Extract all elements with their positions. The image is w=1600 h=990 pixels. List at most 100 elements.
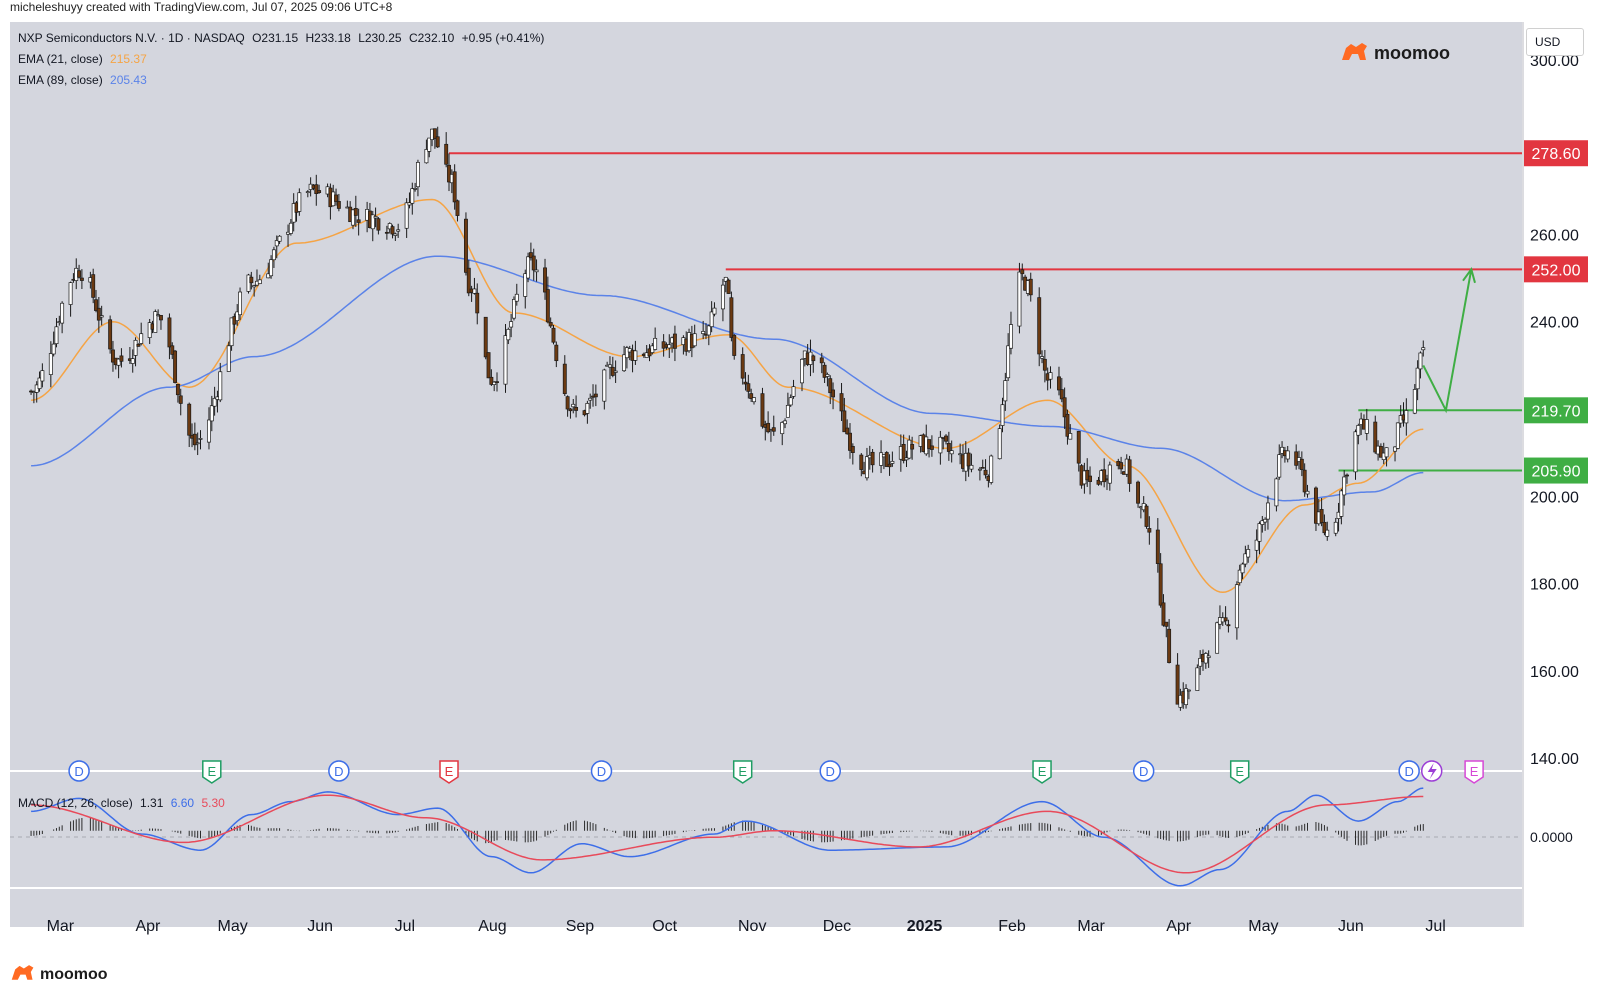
candle-body-88 xyxy=(373,216,378,219)
ema21-line xyxy=(31,198,1424,594)
candle-body-195 xyxy=(800,358,804,384)
earnings-marker-7 xyxy=(1032,760,1052,784)
candle-body-37 xyxy=(173,350,178,383)
candle-body-229 xyxy=(929,445,934,450)
candle-body-129 xyxy=(534,269,539,273)
candle-body-178 xyxy=(729,297,734,338)
candle-body-205 xyxy=(839,393,844,412)
candle-body-224 xyxy=(910,444,915,450)
dividend-marker-4 xyxy=(590,760,613,782)
candle-body-187 xyxy=(766,422,771,433)
time-tick-2: May xyxy=(218,918,248,935)
level-label-2: 252.00 xyxy=(1532,262,1581,279)
ema89-label: EMA (89, close) xyxy=(18,73,103,87)
candle-body-142 xyxy=(588,397,593,401)
candle-body-332 xyxy=(1339,490,1344,517)
candle-body-270 xyxy=(1096,479,1101,485)
time-tick-12: Mar xyxy=(1077,918,1105,935)
candle-body-16 xyxy=(91,274,96,298)
candle-body-323 xyxy=(1302,469,1307,493)
candle-body-268 xyxy=(1085,469,1090,481)
candle-body-18 xyxy=(96,307,101,321)
candle-body-322 xyxy=(1299,458,1304,470)
candle-body-310 xyxy=(1254,539,1259,551)
candle-body-313 xyxy=(1263,518,1268,523)
time-tick-4: Jul xyxy=(395,918,415,935)
candle-body-113 xyxy=(472,288,477,294)
candle-body-51 xyxy=(229,317,234,347)
candle-body-256 xyxy=(1040,356,1044,359)
candle-body-334 xyxy=(1345,474,1349,477)
candle-body-106 xyxy=(447,164,451,183)
price-tick-6: 140.00 xyxy=(1530,751,1579,768)
candle-body-327 xyxy=(1319,509,1324,523)
candle-body-141 xyxy=(585,403,590,414)
candle-body-59 xyxy=(257,279,262,285)
candle-body-212 xyxy=(865,456,869,479)
candle-body-46 xyxy=(209,405,214,422)
candle-body-234 xyxy=(949,450,954,455)
candle-body-9 xyxy=(60,302,65,324)
candle-body-244 xyxy=(989,455,994,483)
candle-body-294 xyxy=(1186,689,1191,692)
candle-body-40 xyxy=(187,403,192,436)
price-tick-1: 260.00 xyxy=(1530,227,1579,244)
candle-body-128 xyxy=(531,255,536,271)
candle-body-242 xyxy=(983,469,988,476)
level-label-4: 205.90 xyxy=(1532,464,1581,481)
earnings-marker-1 xyxy=(202,760,222,784)
currency-selector[interactable]: USD xyxy=(1526,28,1584,56)
price-tick-4: 180.00 xyxy=(1530,577,1579,594)
candle-body-238 xyxy=(966,452,971,467)
moomoo-bull-icon xyxy=(10,962,36,987)
earnings-marker-label-9: E xyxy=(1235,764,1244,779)
candle-body-24 xyxy=(119,355,124,362)
candle-body-103 xyxy=(432,128,437,139)
ema89-line xyxy=(31,255,1424,502)
candle-body-139 xyxy=(574,407,579,411)
candle-body-56 xyxy=(249,276,254,284)
candle-body-346 xyxy=(1395,422,1400,449)
candle-body-284 xyxy=(1147,528,1152,533)
candle-body-272 xyxy=(1102,469,1107,483)
author-credit: micheleshuyy created with TradingView.co… xyxy=(10,0,393,14)
candle-body-259 xyxy=(1048,372,1053,380)
dividend-marker-label-0: D xyxy=(74,764,83,779)
main-pane-background xyxy=(10,22,1522,770)
candle-body-349 xyxy=(1404,410,1409,424)
candle-body-90 xyxy=(384,231,389,234)
candle-body-194 xyxy=(791,386,796,397)
earnings-marker-11 xyxy=(1464,760,1484,784)
candle-body-335 xyxy=(1353,431,1358,473)
candle-body-13 xyxy=(77,270,82,278)
candle-body-39 xyxy=(178,395,183,404)
candle-body-23 xyxy=(116,358,121,366)
candle-body-44 xyxy=(198,438,203,440)
candle-body-324 xyxy=(1305,490,1310,495)
candle-body-101 xyxy=(427,137,432,152)
candle-body-189 xyxy=(771,427,776,432)
candle-body-201 xyxy=(822,364,827,378)
candle-body-95 xyxy=(404,202,409,229)
candle-body-118 xyxy=(492,381,497,385)
candle-body-309 xyxy=(1246,549,1251,558)
candle-body-181 xyxy=(743,381,748,385)
candle-body-222 xyxy=(904,457,909,461)
candle-body-55 xyxy=(246,274,251,292)
candle-body-169 xyxy=(692,333,697,347)
candle-body-342 xyxy=(1378,446,1383,458)
candle-body-54 xyxy=(238,291,242,316)
candle-body-74 xyxy=(317,190,322,194)
candle-body-89 xyxy=(376,218,381,231)
dividend-marker-label-2: D xyxy=(334,764,343,779)
candle-body-20 xyxy=(108,319,113,350)
candle-body-235 xyxy=(958,453,963,456)
level-tag-1 xyxy=(1524,140,1588,167)
candle-body-261 xyxy=(1059,389,1064,400)
macd-legend: MACD (12, 26, close) 1.31 6.60 5.30 xyxy=(18,796,229,810)
candle-body-3 xyxy=(37,377,42,389)
level-label-3: 219.70 xyxy=(1532,403,1581,420)
candle-body-4 xyxy=(40,370,45,382)
candle-body-351 xyxy=(1415,367,1420,390)
